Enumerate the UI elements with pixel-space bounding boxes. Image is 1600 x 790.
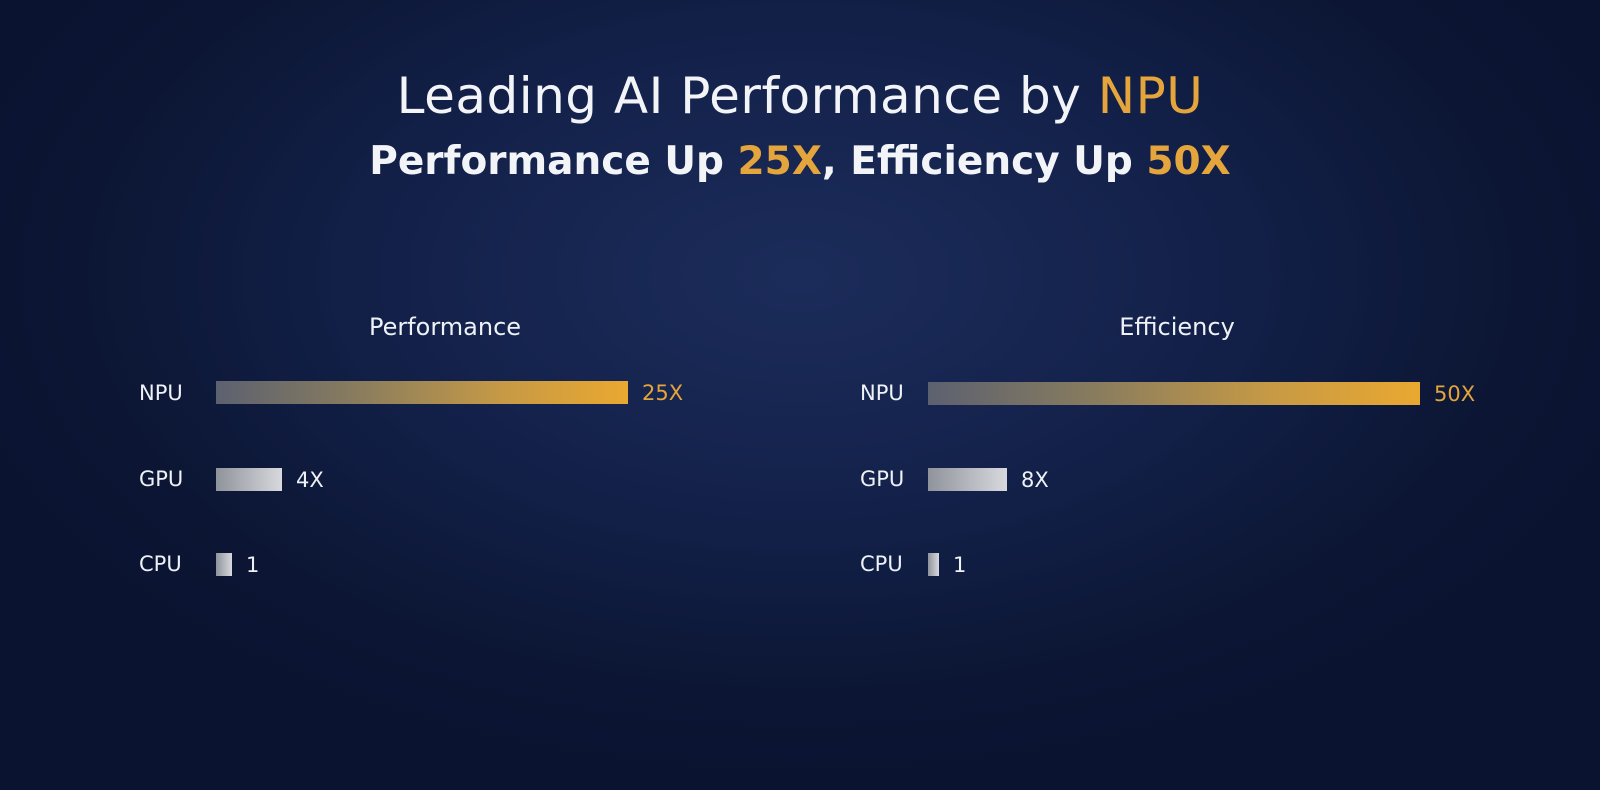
subtitle-part2: , Efficiency Up — [821, 139, 1147, 184]
subtitle-part1: Performance Up — [369, 139, 738, 184]
performance-gpu-bar — [216, 468, 282, 491]
efficiency-cpu-bar — [928, 553, 939, 576]
performance-npu-label: NPU — [139, 381, 183, 405]
efficiency-npu-bar — [928, 382, 1420, 405]
efficiency-cpu-label: CPU — [860, 552, 903, 576]
performance-npu-value: 25X — [642, 381, 684, 405]
performance-cpu-value: 1 — [246, 553, 260, 577]
performance-cpu-bar — [216, 553, 232, 576]
performance-gpu-value: 4X — [296, 468, 324, 492]
title-accent: NPU — [1097, 67, 1204, 125]
efficiency-gpu-value: 8X — [1021, 468, 1049, 492]
subtitle-accent2: 50X — [1146, 139, 1231, 184]
efficiency-npu-value: 50X — [1434, 382, 1476, 406]
performance-gpu-label: GPU — [139, 467, 184, 491]
performance-cpu-label: CPU — [139, 552, 182, 576]
efficiency-chart-title: Efficiency — [1119, 313, 1235, 341]
page-subtitle: Performance Up 25X, Efficiency Up 50X — [0, 138, 1600, 186]
subtitle-accent1: 25X — [737, 139, 822, 184]
efficiency-cpu-value: 1 — [953, 553, 967, 577]
performance-npu-bar — [216, 381, 628, 404]
title-prefix: Leading AI Performance by — [396, 67, 1098, 125]
page-title: Leading AI Performance by NPU — [0, 66, 1600, 126]
performance-chart-title: Performance — [368, 313, 522, 341]
efficiency-gpu-bar — [928, 468, 1007, 491]
efficiency-gpu-label: GPU — [860, 467, 905, 491]
efficiency-npu-label: NPU — [860, 381, 904, 405]
